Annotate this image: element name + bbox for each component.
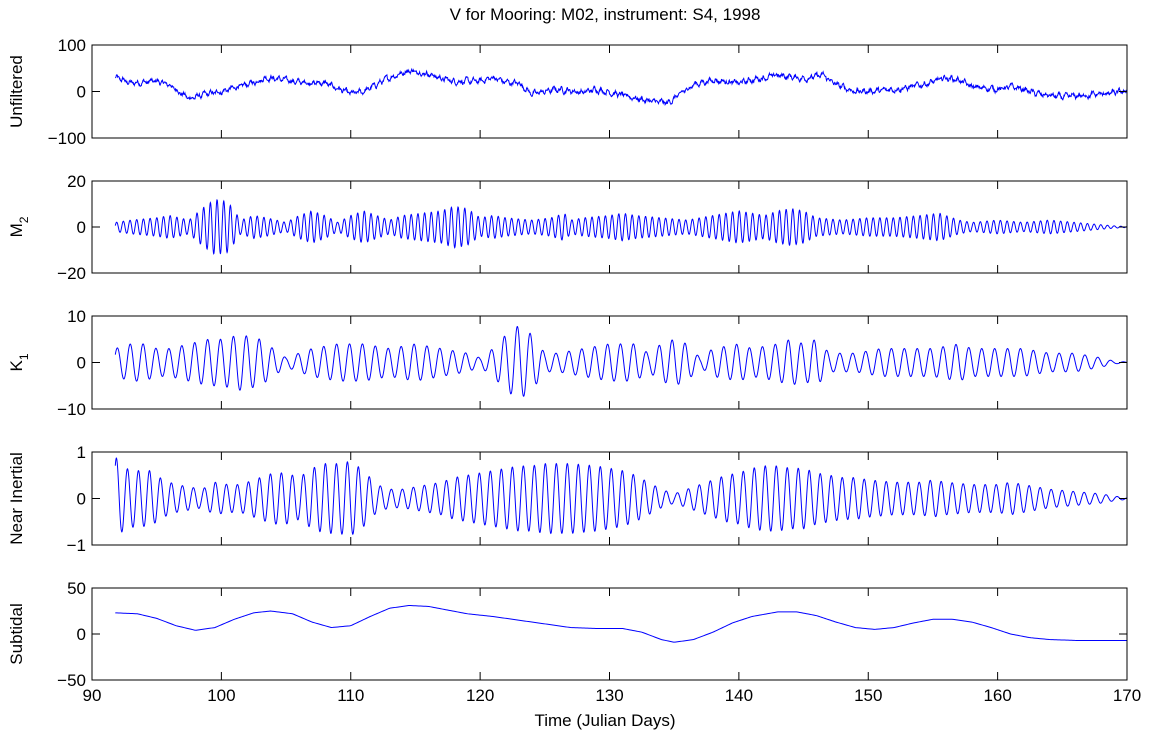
y-tick-label: 0 [77, 490, 86, 509]
series-line-3 [114, 325, 1127, 397]
y-tick-label: −20 [57, 264, 86, 283]
y-axis-label-text: K [7, 360, 26, 372]
x-tick-label: 90 [83, 686, 102, 705]
panel-5: 90 100 110 120 130 140 150 160 170 −50 0 50 Subtidal [7, 579, 1141, 705]
y-tick-label: 100 [58, 36, 86, 55]
panel-3: −10 0 10 K1 [7, 307, 1128, 419]
y-axis-label: K1 [7, 353, 31, 371]
y-axis-label-text: Near Inertial [7, 452, 26, 545]
series-line-4 [114, 457, 1127, 536]
y-tick-label: −50 [57, 671, 86, 690]
y-tick-label: 1 [77, 443, 86, 462]
y-axis-label: Unfiltered [7, 55, 26, 128]
x-tick-label: 120 [466, 686, 494, 705]
y-tick-label: 0 [77, 83, 86, 102]
y-tick-label: −1 [67, 536, 86, 555]
y-axis-label: Subtidal [7, 603, 26, 664]
y-tick-label: 20 [67, 172, 86, 191]
y-tick-label: 0 [77, 625, 86, 644]
y-axis-label-subscript: 1 [17, 353, 31, 360]
chart-title: V for Mooring: M02, instrument: S4, 1998 [450, 5, 761, 24]
y-axis-label-text: Subtidal [7, 603, 26, 664]
axes-frame [91, 587, 1128, 681]
panel-2: −20 0 20 M2 [7, 172, 1128, 283]
panel-4: −1 0 1 Near Inertial [7, 443, 1128, 555]
y-axis-label-subscript: 2 [17, 216, 31, 223]
y-axis-label: M2 [7, 216, 31, 237]
x-tick-label: 110 [337, 686, 364, 705]
y-tick-label: 0 [77, 354, 86, 373]
panel-1: −100 0 100 Unfiltered [7, 36, 1128, 148]
series-line-1 [114, 67, 1127, 106]
y-tick-label: −10 [57, 400, 86, 419]
y-tick-label: −100 [48, 129, 86, 148]
y-tick-label: 50 [67, 579, 86, 598]
y-tick-label: 0 [77, 218, 86, 237]
y-axis-label-text: Unfiltered [7, 55, 26, 128]
y-tick-label: 10 [67, 307, 86, 326]
x-axis-label: Time (Julian Days) [534, 711, 675, 730]
x-tick-label: 160 [983, 686, 1011, 705]
x-tick-label: 100 [207, 686, 235, 705]
y-axis-label: Near Inertial [7, 452, 26, 545]
x-tick-label: 150 [854, 686, 882, 705]
x-tick-label: 130 [595, 686, 623, 705]
panels: −1000100Unfiltered−20020M2−10010K1−101Ne… [7, 36, 1141, 705]
y-axis-label-text: M [7, 223, 26, 237]
x-tick-label: 140 [725, 686, 753, 705]
series-line-2 [114, 199, 1127, 255]
x-tick-label: 170 [1113, 686, 1141, 705]
series-line-5 [115, 605, 1127, 643]
